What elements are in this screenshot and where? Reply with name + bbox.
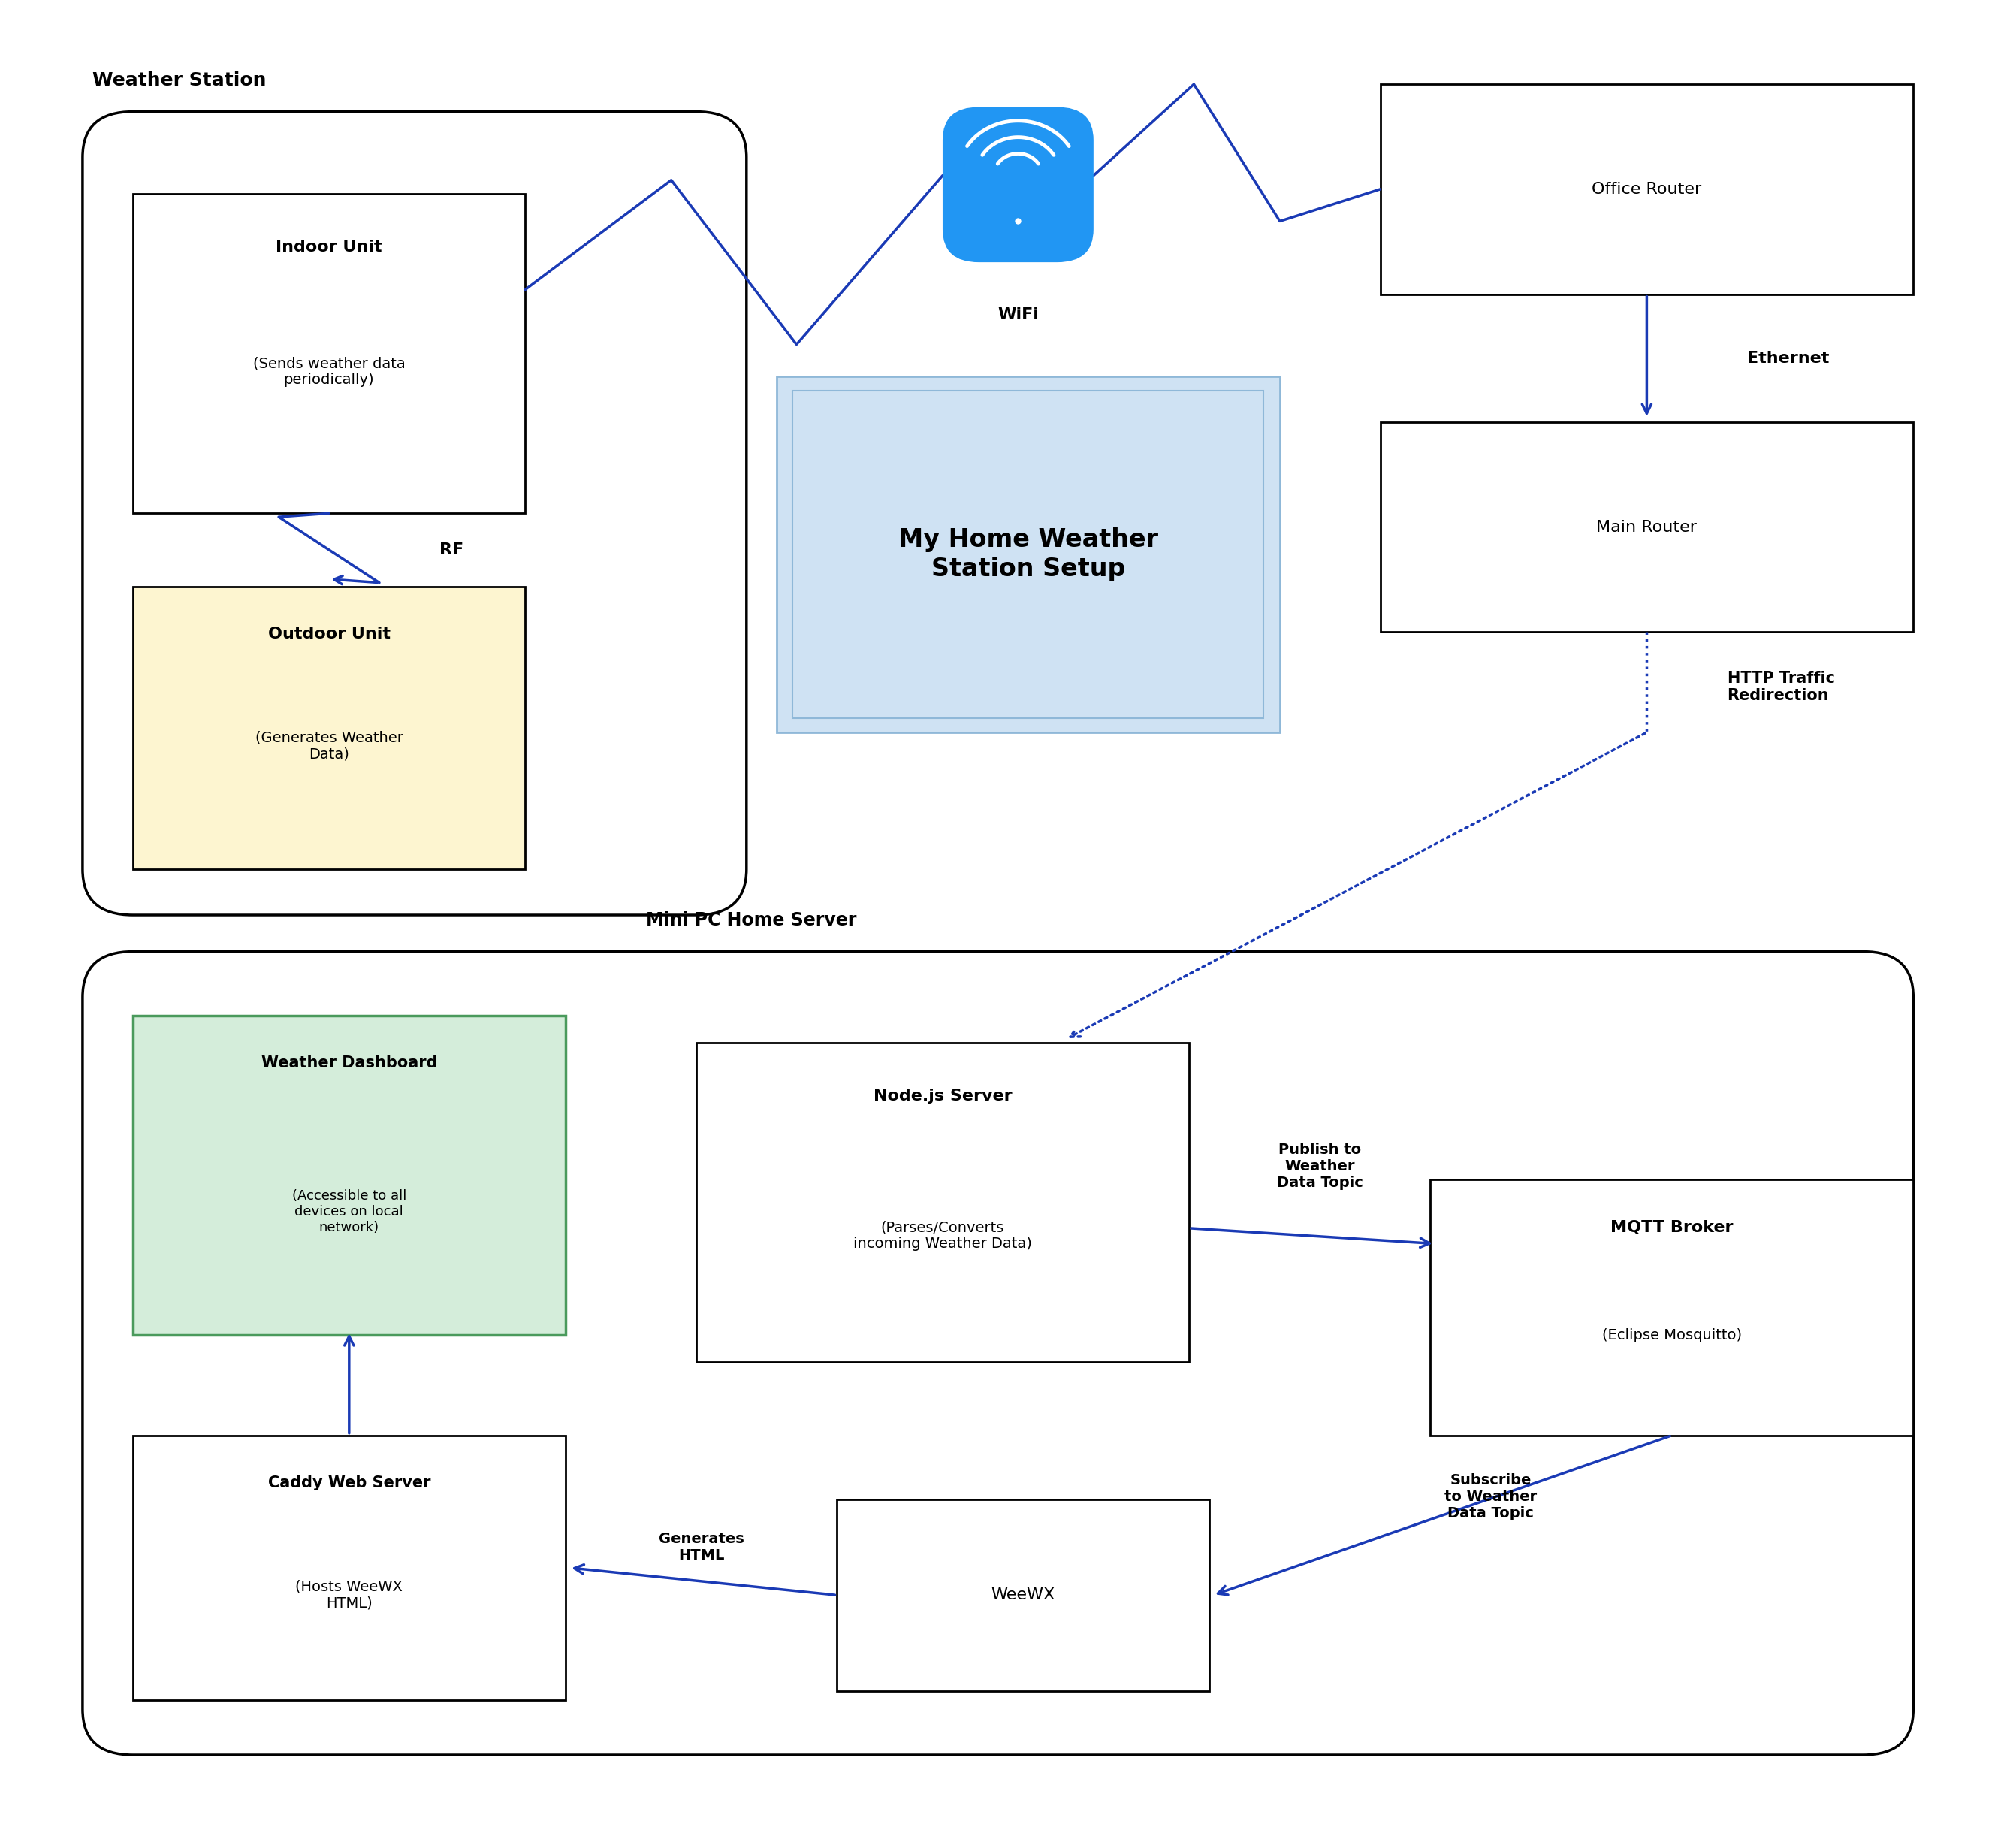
Text: Ethernet: Ethernet — [1748, 351, 1829, 366]
FancyBboxPatch shape — [837, 1499, 1210, 1691]
FancyBboxPatch shape — [1381, 84, 1913, 295]
FancyBboxPatch shape — [133, 586, 524, 869]
Text: Weather Station: Weather Station — [93, 71, 266, 90]
Text: WiFi: WiFi — [998, 307, 1038, 322]
Text: (Generates Weather
Data): (Generates Weather Data) — [256, 730, 403, 761]
Text: Subscribe
to Weather
Data Topic: Subscribe to Weather Data Topic — [1445, 1473, 1536, 1521]
FancyBboxPatch shape — [696, 1043, 1189, 1362]
Text: My Home Weather
Station Setup: My Home Weather Station Setup — [899, 527, 1157, 582]
FancyBboxPatch shape — [133, 1016, 564, 1334]
Text: RF: RF — [439, 542, 464, 558]
Text: Caddy Web Server: Caddy Web Server — [268, 1475, 431, 1491]
Text: HTTP Traffic
Redirection: HTTP Traffic Redirection — [1728, 670, 1835, 703]
FancyBboxPatch shape — [1381, 423, 1913, 631]
Text: Mini PC Home Server: Mini PC Home Server — [645, 911, 857, 930]
Text: Node.js Server: Node.js Server — [873, 1089, 1012, 1103]
FancyBboxPatch shape — [792, 392, 1264, 717]
FancyBboxPatch shape — [776, 377, 1280, 732]
FancyBboxPatch shape — [83, 952, 1913, 1755]
Text: Indoor Unit: Indoor Unit — [276, 240, 383, 254]
FancyBboxPatch shape — [83, 112, 746, 915]
Text: Publish to
Weather
Data Topic: Publish to Weather Data Topic — [1276, 1144, 1363, 1190]
Text: Generates
HTML: Generates HTML — [659, 1532, 744, 1563]
Text: (Parses/Converts
incoming Weather Data): (Parses/Converts incoming Weather Data) — [853, 1221, 1032, 1252]
FancyBboxPatch shape — [133, 1435, 564, 1700]
Text: (Eclipse Mosquitto): (Eclipse Mosquitto) — [1603, 1329, 1742, 1341]
Text: (Sends weather data
periodically): (Sends weather data periodically) — [252, 357, 405, 388]
Text: (Accessible to all
devices on local
network): (Accessible to all devices on local netw… — [292, 1190, 407, 1233]
Text: (Hosts WeeWX
HTML): (Hosts WeeWX HTML) — [296, 1579, 403, 1610]
Text: Weather Dashboard: Weather Dashboard — [260, 1056, 437, 1071]
Text: WeeWX: WeeWX — [992, 1588, 1054, 1603]
FancyBboxPatch shape — [943, 108, 1093, 262]
Text: Main Router: Main Router — [1597, 520, 1697, 534]
Text: Outdoor Unit: Outdoor Unit — [268, 626, 391, 642]
FancyBboxPatch shape — [1431, 1180, 1913, 1435]
FancyBboxPatch shape — [133, 194, 524, 514]
Text: Office Router: Office Router — [1593, 181, 1702, 198]
Text: MQTT Broker: MQTT Broker — [1611, 1221, 1734, 1235]
